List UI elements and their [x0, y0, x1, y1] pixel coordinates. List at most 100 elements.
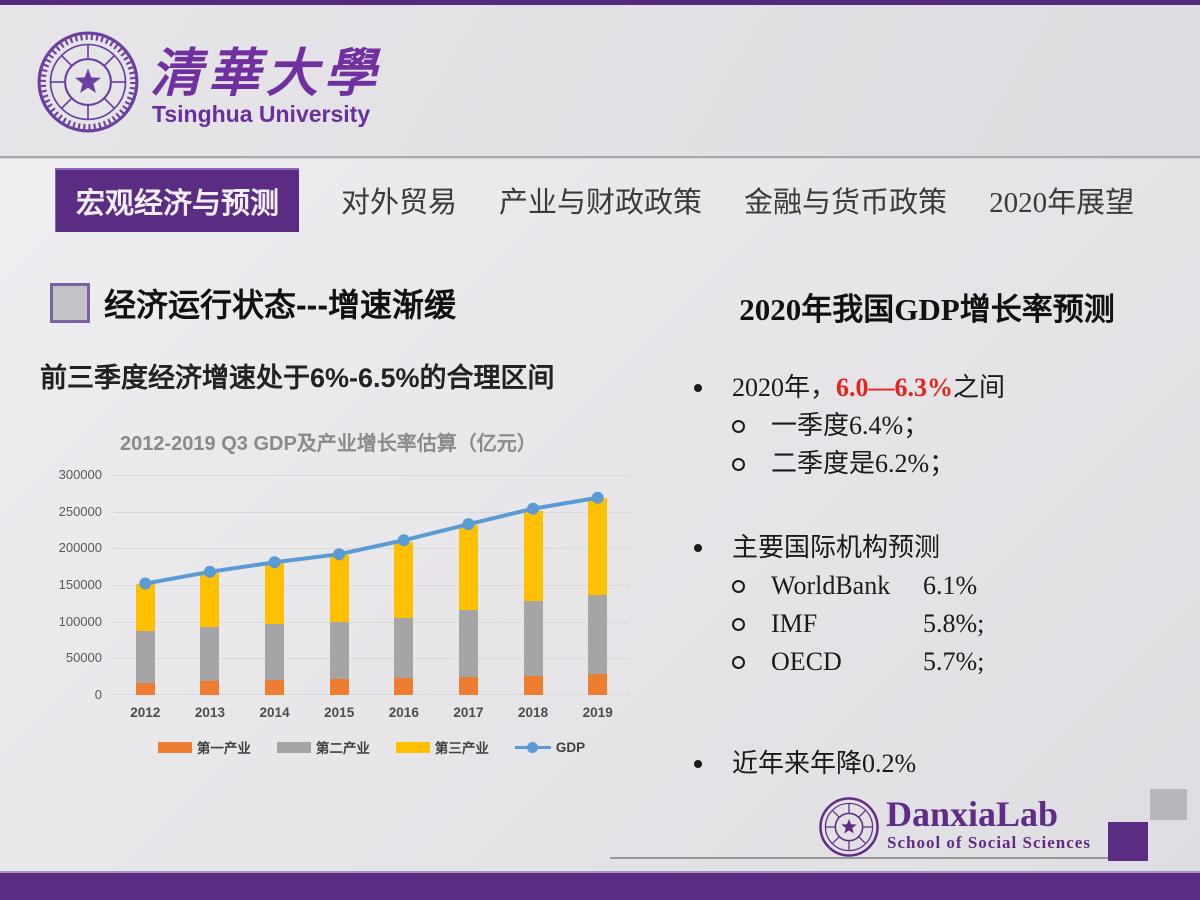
- bar-segment: [135, 683, 155, 695]
- sub-bullet-q1: 一季度6.4%；: [688, 407, 1166, 445]
- danxialab-seal-icon: [819, 797, 879, 857]
- chart-title: 2012-2019 Q3 GDP及产业增长率估算（亿元）: [120, 433, 537, 455]
- top-accent-bar: [0, 0, 1200, 5]
- bullet-2020-range: 2020年，6.0—6.3%之间: [688, 369, 1166, 407]
- bar-segment: [458, 525, 478, 610]
- imf-row: IMF 5.8%;: [771, 609, 985, 638]
- tab-bar: 宏观经济与预测 对外贸易 产业与财政政策 金融与货币政策 2020年展望: [55, 168, 1135, 232]
- gdp-chart: 2012-2019 Q3 GDP及产业增长率估算（亿元） 0 50000 10000…: [40, 420, 640, 785]
- y-tick-label: 50000: [65, 650, 102, 666]
- x-tick-label: 2014: [259, 705, 290, 720]
- bar-segment: [394, 678, 414, 695]
- bullet-institutions: 主要国际机构预测: [688, 529, 1166, 567]
- tab-foreign-trade[interactable]: 对外贸易: [341, 187, 458, 219]
- highlight-range: 6.0—6.3%: [836, 373, 954, 402]
- left-section-subtitle: 前三季度经济增速处于6%-6.5%的合理区间: [40, 363, 555, 393]
- chart-y-axis: 0 50000 100000 150000 200000 250000 300000: [40, 467, 102, 702]
- tab-2020-outlook[interactable]: 2020年展望: [989, 187, 1135, 219]
- bullet-yearly-decline: 近年来年降0.2%: [688, 745, 1166, 783]
- legend-swatch-icon: [276, 741, 311, 753]
- bar-segment: [394, 618, 414, 679]
- university-name-en: Tsinghua University: [152, 101, 371, 127]
- left-section-title: 经济运行状态---增速渐缓: [104, 287, 456, 323]
- sub-bullet-q2: 二季度是6.2%；: [688, 445, 1166, 483]
- x-tick-label: 2017: [453, 705, 484, 720]
- sub-bullet-oecd: OECD 5.7%;: [688, 643, 1166, 681]
- gdp-line: [139, 491, 604, 590]
- x-tick-label: 2012: [130, 705, 161, 720]
- yearly-decline-text: 近年来年降0.2%: [732, 749, 917, 778]
- legend-label: GDP: [555, 739, 586, 755]
- q2-text: 二季度是6.2%；: [771, 449, 956, 478]
- x-tick-label: 2019: [582, 705, 613, 720]
- bullet-dot-icon: [694, 760, 702, 768]
- header: 清華大學 Tsinghua University: [0, 5, 1200, 156]
- bar-segment: [523, 510, 543, 601]
- lab-name: DanxiaLab: [886, 794, 1059, 834]
- bottom-accent-bar: [0, 871, 1200, 900]
- university-name-zh: 清華大學: [150, 46, 383, 103]
- footer-divider: [610, 857, 1148, 859]
- sub-bullet-worldbank: WorldBank 6.1%: [688, 567, 1166, 605]
- legend-item: 第一产业: [157, 737, 251, 757]
- bar-segment: [523, 675, 543, 695]
- chart-plot: [113, 475, 630, 695]
- bar-segment: [329, 678, 349, 695]
- bar-segment: [265, 563, 285, 624]
- legend-swatch-icon: [395, 741, 430, 753]
- x-tick-label: 2013: [194, 705, 225, 720]
- left-section-header: 经济运行状态---增速渐缓: [50, 280, 456, 326]
- bullet-dot-icon: [694, 384, 702, 392]
- right-panel-title: 2020年我国GDP增长率预测: [739, 292, 1115, 327]
- header-divider: [0, 156, 1200, 159]
- bar-segment: [200, 572, 220, 627]
- legend-item: 第三产业: [395, 737, 489, 757]
- bullet-dot-icon: [694, 544, 702, 552]
- bar-segment: [394, 541, 414, 618]
- bar-segment: [588, 594, 608, 674]
- legend-swatch-icon: [157, 741, 192, 753]
- y-tick-label: 200000: [58, 540, 102, 556]
- legend-label: 第三产业: [434, 741, 489, 756]
- worldbank-row: WorldBank 6.1%: [771, 571, 978, 600]
- legend-label: 第二产业: [315, 741, 370, 756]
- square-bullet-icon: [50, 283, 90, 323]
- legend-label: 第一产业: [196, 741, 251, 756]
- footer-gray-square: [1150, 789, 1187, 820]
- x-tick-label: 2018: [518, 705, 549, 720]
- sub-bullet-imf: IMF 5.8%;: [688, 605, 1166, 643]
- chart-legend: 第一产业 第二产业 第三产业 GDP: [113, 737, 630, 757]
- tab-macro-economy[interactable]: 宏观经济与预测: [55, 168, 300, 232]
- legend-item: GDP: [514, 737, 586, 757]
- sub-bullet-circle-icon: [732, 579, 745, 593]
- tab-industry-fiscal-policy[interactable]: 产业与财政政策: [499, 187, 703, 219]
- sub-bullet-circle-icon: [732, 457, 745, 471]
- y-tick-label: 0: [94, 687, 102, 702]
- chart-x-axis: 2012 2013 2014 2015 2016 2017 2018 2019: [113, 705, 630, 725]
- bar-segment: [135, 631, 155, 684]
- right-panel: 2020年我国GDP增长率预测 2020年，6.0—6.3%之间 一季度6.4%…: [688, 284, 1166, 783]
- bar-segment: [265, 623, 285, 680]
- bar-segment: [329, 621, 349, 679]
- legend-item: 第二产业: [276, 737, 370, 757]
- q1-text: 一季度6.4%；: [771, 411, 930, 440]
- oecd-row: OECD 5.7%;: [771, 647, 985, 676]
- bar-segment: [135, 583, 155, 632]
- bar-segment: [523, 600, 543, 676]
- x-tick-label: 2015: [324, 705, 355, 720]
- sub-bullet-circle-icon: [732, 419, 745, 433]
- forecast-bullets: 2020年，6.0—6.3%之间 一季度6.4%； 二季度是6.2%； 主要国际…: [688, 369, 1166, 783]
- bar-segment: [265, 679, 285, 695]
- bullet-2020-text: 2020年，6.0—6.3%之间: [732, 373, 1006, 402]
- x-tick-label: 2016: [388, 705, 419, 720]
- institutions-label: 主要国际机构预测: [732, 533, 941, 562]
- footer-purple-square: [1108, 822, 1148, 861]
- sub-bullet-circle-icon: [732, 617, 745, 631]
- y-tick-label: 250000: [58, 503, 102, 519]
- bar-segment: [458, 677, 478, 695]
- y-tick-label: 300000: [58, 467, 102, 482]
- bar-segment: [200, 681, 220, 695]
- bar-segment: [588, 673, 608, 695]
- tab-finance-monetary-policy[interactable]: 金融与货币政策: [744, 187, 948, 219]
